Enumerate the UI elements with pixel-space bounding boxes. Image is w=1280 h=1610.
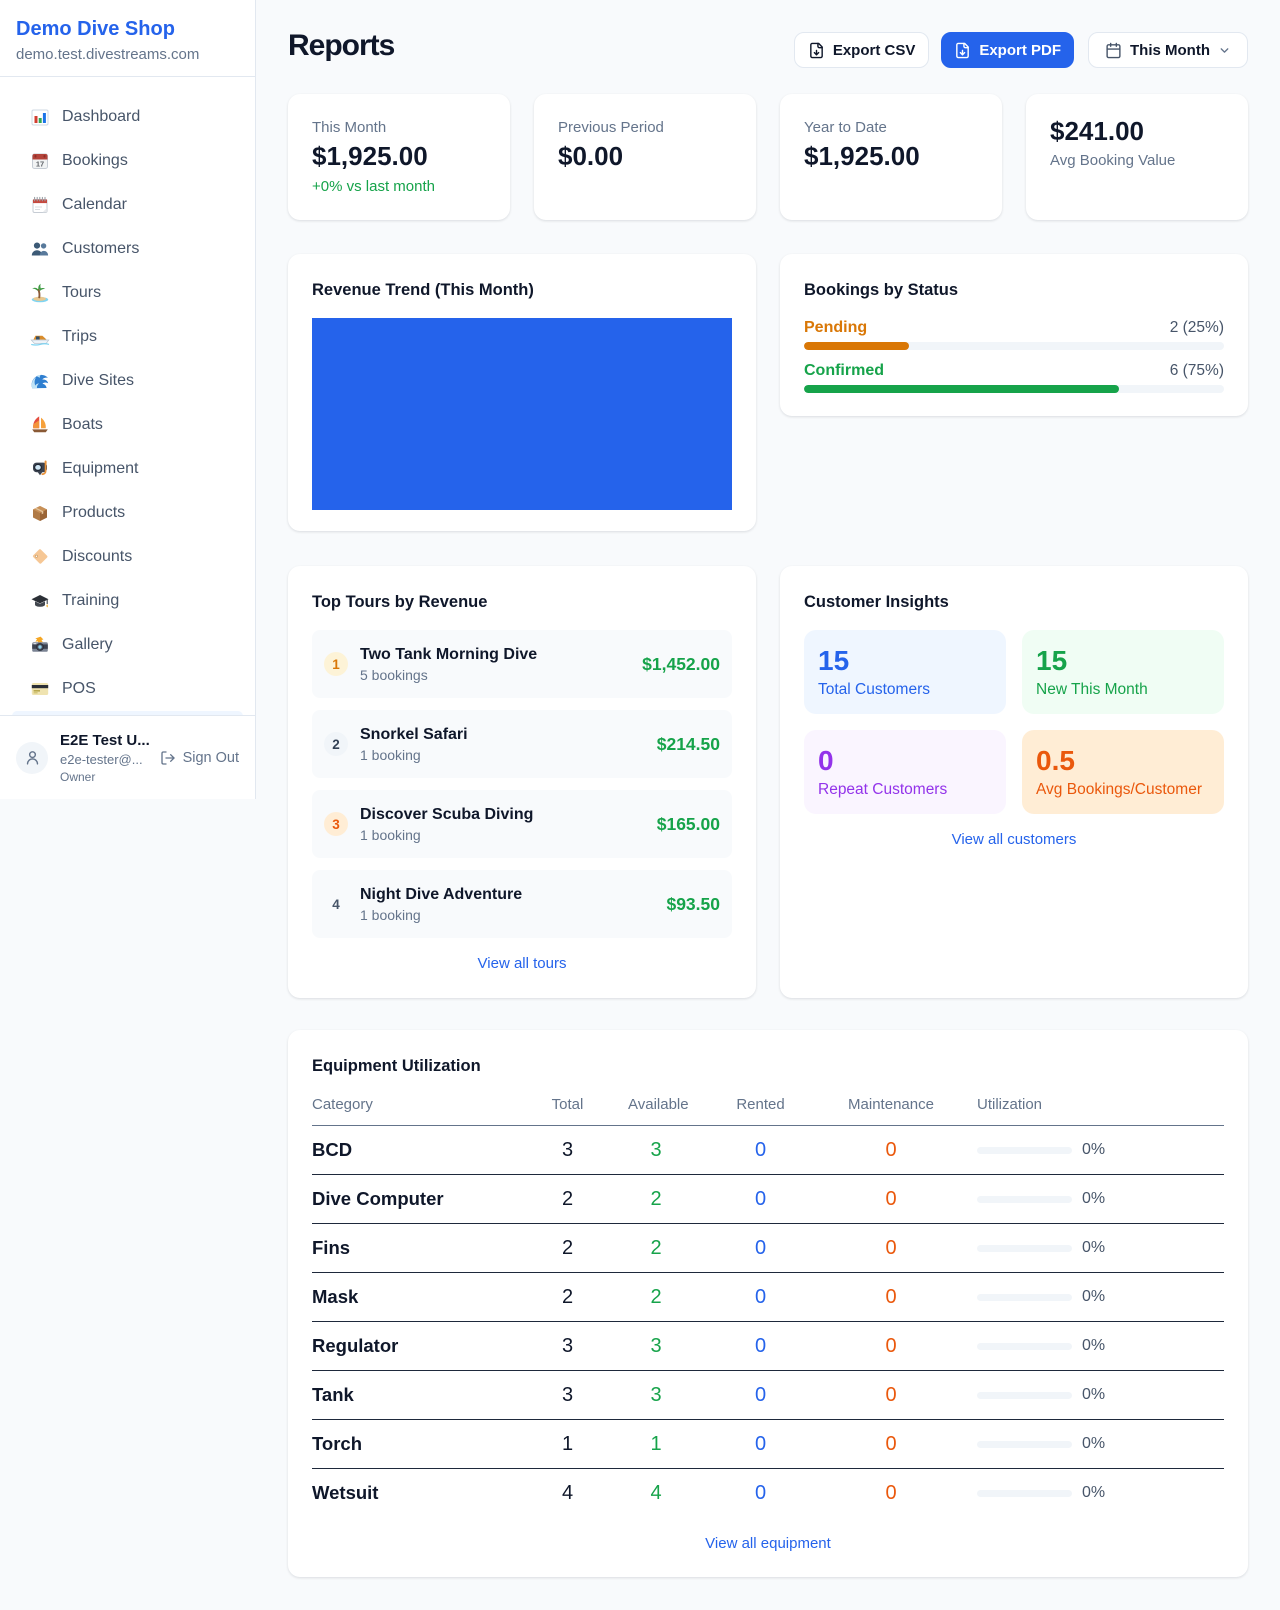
svg-text:17: 17 — [36, 160, 44, 169]
